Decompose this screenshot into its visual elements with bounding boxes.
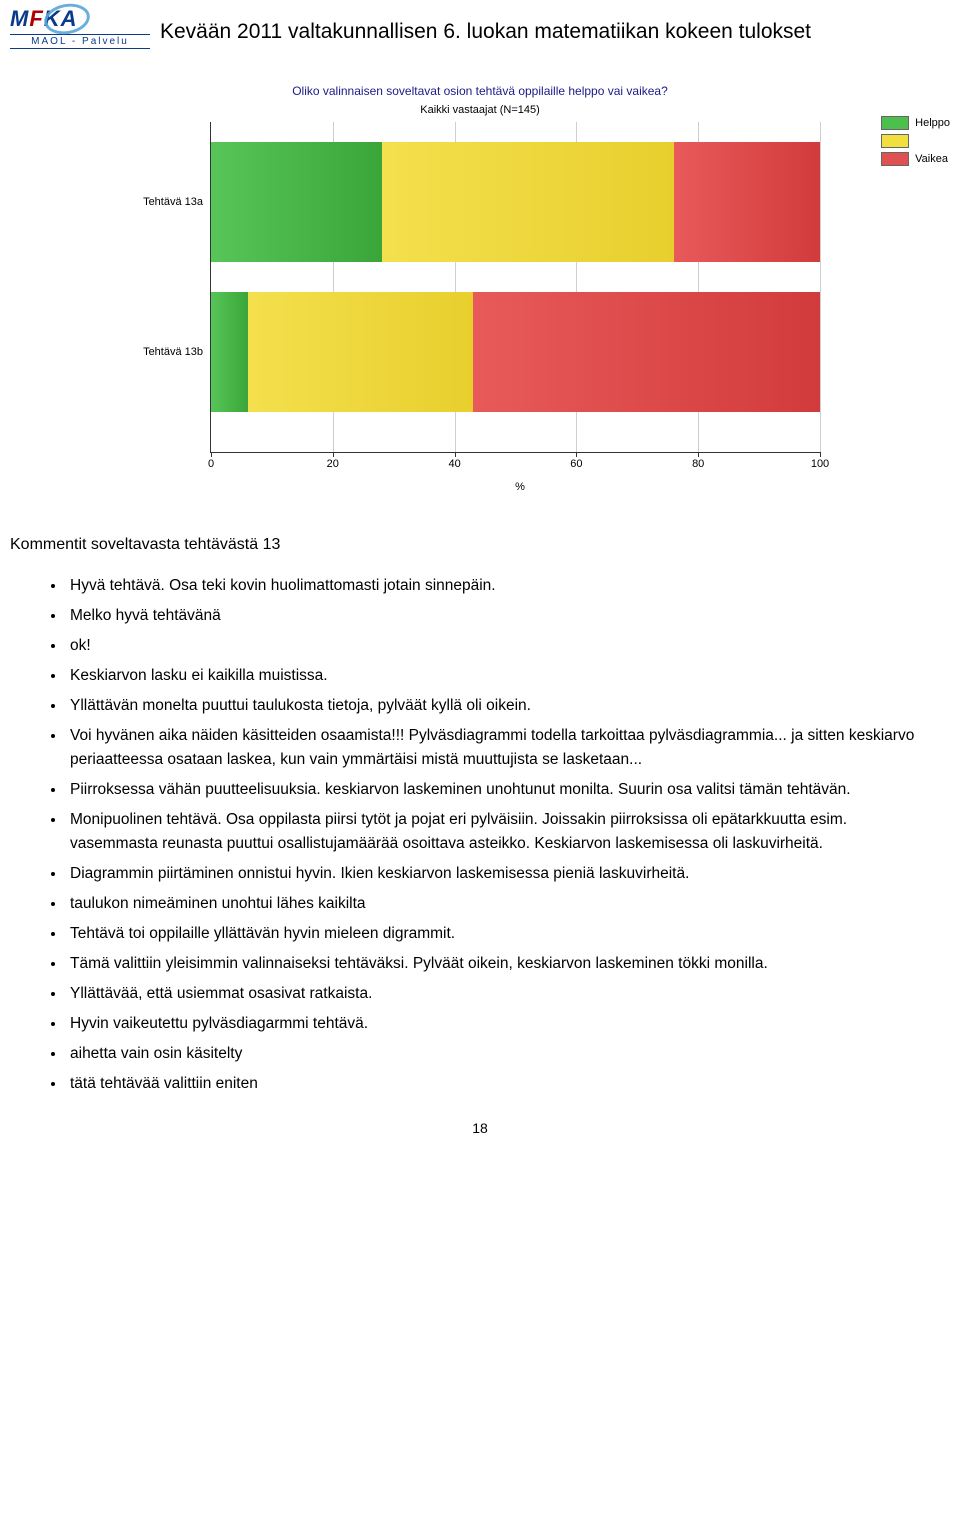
- xtick-mark: [576, 452, 577, 457]
- chart-legend: Helppo Vaikea: [881, 116, 950, 170]
- comments-section: Kommentit soveltavasta tehtävästä 13 Hyv…: [0, 503, 960, 1096]
- y-category-label: Tehtävä 13b: [131, 346, 203, 358]
- logo: MFKA MAOL - Palvelu: [10, 6, 150, 54]
- comment-item: aihetta vain osin käsitelty: [66, 1042, 920, 1066]
- comment-item: tätä tehtävää valittiin eniten: [66, 1072, 920, 1096]
- xtick-label: 100: [811, 458, 829, 470]
- xtick-mark: [455, 452, 456, 457]
- comment-item: Melko hyvä tehtävänä: [66, 604, 920, 628]
- bar-segment: [674, 142, 820, 262]
- x-axis-label: %: [210, 481, 830, 493]
- bar-segment: [211, 292, 248, 412]
- comment-item: Hyvä tehtävä. Osa teki kovin huolimattom…: [66, 574, 920, 598]
- legend-swatch: [881, 134, 909, 148]
- xtick-label: 60: [570, 458, 582, 470]
- page-title: Kevään 2011 valtakunnallisen 6. luokan m…: [160, 6, 811, 44]
- bar-row: [211, 292, 820, 412]
- comment-item: Monipuolinen tehtävä. Osa oppilasta piir…: [66, 808, 920, 856]
- logo-subtitle: MAOL - Palvelu: [10, 34, 150, 49]
- comment-item: Piirroksessa vähän puutteelisuuksia. kes…: [66, 778, 920, 802]
- legend-swatch: [881, 152, 909, 166]
- comment-item: Voi hyvänen aika näiden käsitteiden osaa…: [66, 724, 920, 772]
- legend-item: Helppo: [881, 116, 950, 130]
- bar-segment: [248, 292, 473, 412]
- comment-item: Tämä valittiin yleisimmin valinnaiseksi …: [66, 952, 920, 976]
- chart-plot-area: 020406080100Tehtävä 13aTehtävä 13b: [210, 122, 820, 453]
- chart: Oliko valinnaisen soveltavat osion tehtä…: [130, 84, 830, 493]
- comment-item: Yllättävää, että usiemmat osasivat ratka…: [66, 982, 920, 1006]
- comment-item: Hyvin vaikeutettu pylväsdiagarmmi tehtäv…: [66, 1012, 920, 1036]
- comment-item: taulukon nimeäminen unohtui lähes kaikil…: [66, 892, 920, 916]
- legend-label: Helppo: [915, 117, 950, 129]
- xtick-mark: [211, 452, 212, 457]
- page-root: MFKA MAOL - Palvelu Kevään 2011 valtakun…: [0, 0, 960, 1156]
- comment-item: ok!: [66, 634, 920, 658]
- legend-item: Vaikea: [881, 152, 950, 166]
- comments-title: Kommentit soveltavasta tehtävästä 13: [10, 533, 920, 558]
- bar-segment: [211, 142, 382, 262]
- chart-title: Oliko valinnaisen soveltavat osion tehtä…: [130, 84, 830, 98]
- xtick-mark: [820, 452, 821, 457]
- bar-segment: [473, 292, 820, 412]
- logo-letter: M: [10, 6, 29, 31]
- bar-row: [211, 142, 820, 262]
- comment-item: Tehtävä toi oppilaille yllättävän hyvin …: [66, 922, 920, 946]
- xtick-mark: [698, 452, 699, 457]
- header: MFKA MAOL - Palvelu Kevään 2011 valtakun…: [0, 0, 960, 54]
- xtick-label: 80: [692, 458, 704, 470]
- xtick-label: 0: [208, 458, 214, 470]
- legend-item: [881, 134, 950, 148]
- bar-segment: [382, 142, 674, 262]
- xtick-label: 40: [448, 458, 460, 470]
- logo-letter: F: [29, 6, 43, 31]
- page-number: 18: [0, 1120, 960, 1136]
- legend-swatch: [881, 116, 909, 130]
- chart-subtitle: Kaikki vastaajat (N=145): [130, 104, 830, 116]
- y-category-label: Tehtävä 13a: [131, 196, 203, 208]
- gridline: [820, 122, 821, 452]
- comment-item: Diagrammin piirtäminen onnistui hyvin. I…: [66, 862, 920, 886]
- comments-list: Hyvä tehtävä. Osa teki kovin huolimattom…: [10, 574, 920, 1096]
- comment-item: Yllättävän monelta puuttui taulukosta ti…: [66, 694, 920, 718]
- xtick-mark: [333, 452, 334, 457]
- comment-item: Keskiarvon lasku ei kaikilla muistissa.: [66, 664, 920, 688]
- xtick-label: 20: [327, 458, 339, 470]
- legend-label: Vaikea: [915, 153, 948, 165]
